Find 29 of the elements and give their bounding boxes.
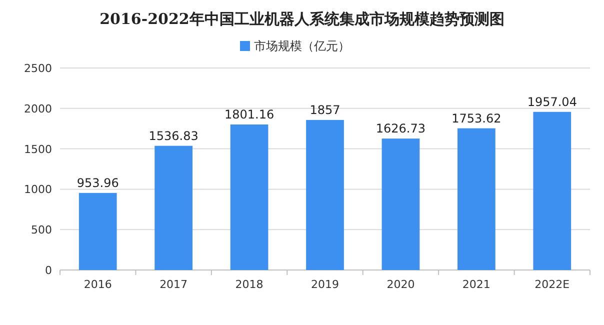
bar [306,120,344,270]
data-label: 1536.83 [148,128,198,143]
data-label: 1957.04 [527,94,577,109]
bar [458,128,496,270]
y-tick-label: 500 [31,224,52,237]
x-tick-label: 2016 [84,278,112,291]
y-tick-label: 2500 [24,62,52,75]
x-tick-label: 2019 [311,278,339,291]
y-tick-label: 0 [45,264,52,277]
bar [78,192,117,270]
data-label: 1857 [310,102,340,117]
legend-label: 市场规模（亿元） [254,39,350,53]
data-label: 1801.16 [224,107,274,122]
data-label: 1626.73 [376,122,426,136]
x-tick-label: 2020 [386,278,415,291]
chart-title: 2016-2022年中国工业机器人系统集成市场规模趋势预测图 [100,10,504,28]
x-tick-label: 2021 [462,278,490,291]
y-tick-label: 1000 [24,183,52,196]
bar [533,112,572,270]
x-tick-label: 2022E [534,278,570,291]
x-tick-label: 2018 [235,278,264,291]
y-tick-label: 2000 [24,102,52,116]
bar [382,138,420,270]
data-label: 1753.62 [452,111,502,126]
bar [230,124,268,270]
x-tick-label: 2017 [160,278,188,291]
y-tick-label: 1500 [24,142,52,156]
bar [154,146,192,270]
data-label: 953.96 [76,176,119,190]
